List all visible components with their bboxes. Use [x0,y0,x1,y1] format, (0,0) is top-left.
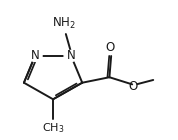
Text: N: N [67,49,75,62]
Text: NH$_2$: NH$_2$ [52,16,76,31]
Circle shape [64,50,78,61]
Circle shape [28,50,42,61]
Text: N: N [31,49,40,62]
Text: O: O [129,80,138,93]
Text: O: O [106,41,115,54]
Text: CH$_3$: CH$_3$ [42,121,64,135]
